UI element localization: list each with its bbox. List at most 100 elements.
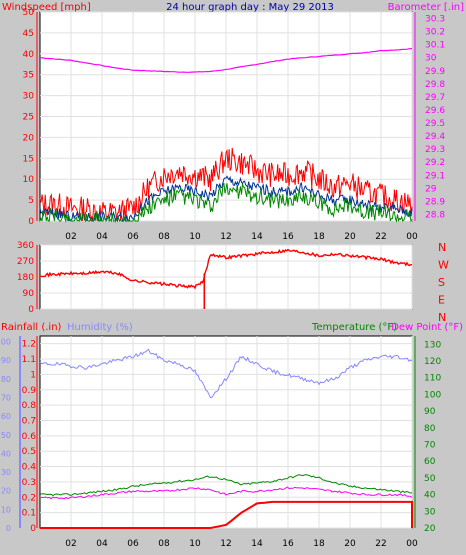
barometer-tick-label: 29.3 bbox=[425, 145, 445, 155]
x-tick-label: 10 bbox=[189, 539, 201, 549]
humidity-tick-label: 30 bbox=[1, 468, 11, 477]
series-dew-point bbox=[39, 486, 413, 500]
series-speed bbox=[39, 182, 413, 223]
barometer-axis-label: Barometer [.in] bbox=[388, 2, 464, 13]
direction-tick-label: 0 bbox=[28, 305, 34, 315]
temperature-tick-label: 90 bbox=[424, 407, 436, 417]
wind-tick-label: 10 bbox=[23, 175, 35, 185]
x-tick-label: 10 bbox=[189, 232, 201, 242]
compass-label: S bbox=[438, 276, 445, 289]
wind-tick-label: 25 bbox=[23, 113, 34, 123]
rainfall-tick-label: 1 bbox=[30, 370, 36, 380]
humidity-tick-label: 10 bbox=[1, 505, 11, 514]
series-rainfall bbox=[40, 500, 413, 529]
temperature-tick-label: 50 bbox=[424, 474, 436, 484]
rainfall-tick-label: 0.8 bbox=[22, 401, 37, 411]
humidity-tick-label: 20 bbox=[1, 487, 11, 496]
humidity-tick-label: 70 bbox=[1, 394, 11, 403]
temperature-tick-label: 40 bbox=[424, 491, 436, 501]
humidity-tick-label: 60 bbox=[1, 412, 11, 421]
rainfall-tick-label: 0.9 bbox=[22, 386, 37, 396]
rainfall-tick-label: 0.5 bbox=[22, 447, 36, 457]
temperature-tick-label: 110 bbox=[424, 374, 441, 384]
temperature-tick-label: 130 bbox=[424, 340, 441, 350]
wind-tick-label: 50 bbox=[23, 8, 35, 18]
humidity-tick-label: 90 bbox=[1, 356, 11, 365]
temperature-tick-label: 80 bbox=[424, 424, 436, 434]
humidity-tick-label: 0 bbox=[6, 524, 11, 533]
temperature-tick-label: 30 bbox=[424, 507, 436, 517]
x-tick-label: 08 bbox=[158, 539, 170, 549]
x-tick-label: 12 bbox=[220, 232, 231, 242]
humidity-axis-label: Humidity (%) bbox=[67, 322, 133, 333]
wind-barometer-plot: 02 04 06 08 10 12 14 16 18 20 22 000510152025303540… bbox=[23, 8, 446, 242]
direction-tick-label: 180 bbox=[17, 273, 34, 283]
wind-tick-label: 5 bbox=[28, 196, 34, 206]
x-tick-label: 00 bbox=[406, 232, 418, 242]
series-average bbox=[39, 175, 413, 223]
barometer-tick-label: 28.8 bbox=[425, 210, 445, 220]
dewpoint-axis-label: Dew Point (°F) bbox=[391, 322, 463, 333]
x-tick-label: 18 bbox=[313, 539, 325, 549]
x-tick-label: 08 bbox=[158, 232, 170, 242]
wind-tick-label: 20 bbox=[23, 133, 35, 143]
series-gust bbox=[39, 147, 413, 222]
x-tick-label: 22 bbox=[375, 539, 386, 549]
humidity-tick-label: 50 bbox=[1, 431, 11, 440]
barometer-tick-label: 29.2 bbox=[425, 158, 445, 168]
chart-title: 24 hour graph day : May 29 2013 bbox=[166, 2, 334, 13]
series-temperature bbox=[39, 474, 413, 497]
humidity-tick-label: 40 bbox=[1, 449, 11, 458]
x-tick-label: 02 bbox=[65, 539, 76, 549]
barometer-tick-label: 29.7 bbox=[425, 93, 445, 103]
wind-tick-label: 30 bbox=[23, 92, 35, 102]
compass-label: W bbox=[438, 259, 449, 272]
rainfall-tick-label: 0.7 bbox=[22, 416, 36, 426]
x-tick-label: 06 bbox=[127, 232, 139, 242]
x-tick-label: 22 bbox=[375, 232, 386, 242]
rainfall-tick-label: 0 bbox=[30, 524, 36, 534]
compass-label: E bbox=[438, 294, 445, 307]
direction-tick-label: 360 bbox=[17, 241, 34, 251]
barometer-tick-label: 30 bbox=[425, 54, 437, 64]
barometer-tick-label: 29.9 bbox=[425, 67, 445, 77]
rainfall-axis-label: Rainfall (.in) bbox=[1, 322, 62, 333]
wind-tick-label: 0 bbox=[28, 217, 34, 227]
series-humidity bbox=[39, 348, 413, 399]
direction-tick-label: 90 bbox=[23, 289, 35, 299]
barometer-tick-label: 30.2 bbox=[425, 28, 445, 38]
barometer-tick-label: 29.4 bbox=[425, 132, 445, 142]
rain-humidity-temp-plot: 02 04 06 08 10 12 14 16 18 20 22 0000.10.20.30.40.5… bbox=[0, 335, 441, 549]
series-direction bbox=[39, 248, 413, 290]
humidity-tick-label: 100 bbox=[0, 338, 11, 347]
humidity-tick-label: 80 bbox=[1, 375, 11, 384]
x-tick-label: 20 bbox=[344, 232, 356, 242]
barometer-tick-label: 29.8 bbox=[425, 80, 445, 90]
temperature-tick-label: 70 bbox=[424, 441, 436, 451]
rainfall-tick-label: 0.3 bbox=[22, 478, 36, 488]
barometer-tick-label: 29.6 bbox=[425, 106, 445, 116]
x-tick-label: 02 bbox=[65, 232, 76, 242]
x-tick-label: 20 bbox=[344, 539, 356, 549]
rainfall-tick-label: 0.4 bbox=[22, 463, 37, 473]
wind-tick-label: 35 bbox=[23, 71, 34, 81]
x-tick-label: 06 bbox=[127, 539, 139, 549]
temperature-tick-label: 120 bbox=[424, 357, 441, 367]
x-tick-label: 14 bbox=[251, 539, 263, 549]
barometer-tick-label: 30.3 bbox=[425, 15, 445, 25]
barometer-tick-label: 30.1 bbox=[425, 41, 445, 51]
rainfall-tick-label: 0.2 bbox=[22, 493, 36, 503]
barometer-tick-label: 29.5 bbox=[425, 119, 445, 129]
rainfall-tick-label: 1.1 bbox=[22, 355, 36, 365]
rainfall-tick-label: 1.2 bbox=[22, 340, 36, 350]
temperature-axis-label: Temperature (°F) bbox=[311, 322, 397, 333]
x-tick-label: 04 bbox=[96, 232, 108, 242]
temperature-tick-label: 20 bbox=[424, 524, 436, 534]
x-tick-label: 16 bbox=[282, 232, 294, 242]
wind-axis-label: Windspeed [mph] bbox=[2, 2, 91, 13]
wind-tick-label: 40 bbox=[23, 50, 35, 60]
rainfall-tick-label: 0.1 bbox=[22, 509, 36, 519]
x-tick-label: 16 bbox=[282, 539, 294, 549]
